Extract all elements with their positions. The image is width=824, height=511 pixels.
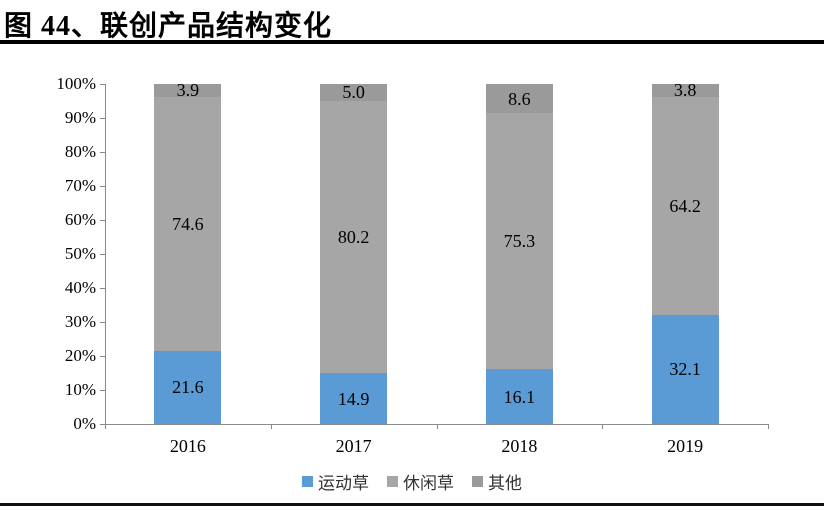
x-axis-category-label: 2018: [501, 436, 538, 456]
title-underline-rule: [0, 40, 824, 44]
y-axis-tick-label: 100%: [56, 74, 96, 93]
bar-segment-休闲草: 74.6: [154, 96, 222, 351]
y-axis-tick-label: 30%: [64, 312, 96, 331]
legend-swatch-icon: [387, 475, 398, 487]
bar-value-label: 80.2: [337, 226, 370, 247]
y-axis-tick-label: 60%: [64, 210, 96, 229]
bar-segment-休闲草: 80.2: [320, 100, 388, 374]
bar-value-label: 74.6: [172, 213, 204, 234]
legend-item-运动草: 运动草: [302, 469, 369, 494]
legend-label: 其他: [488, 473, 522, 493]
bar-value-label: 21.6: [172, 377, 204, 398]
y-axis-tick-label: 80%: [64, 142, 96, 161]
bar-segment-休闲草: 64.2: [651, 96, 719, 315]
y-axis-tick-mark: [100, 356, 105, 357]
y-axis-tick-label: 50%: [64, 244, 96, 263]
x-axis-tick-mark: [105, 424, 106, 429]
y-axis-line: [105, 84, 106, 425]
x-axis-tick-mark: [768, 424, 769, 429]
x-axis-category-label: 2019: [667, 436, 704, 456]
legend-swatch-icon: [472, 475, 483, 487]
bar-segment-运动草: 21.6: [154, 350, 222, 424]
bottom-border-rule: [0, 503, 824, 506]
bar-value-label: 3.9: [176, 80, 200, 101]
y-axis-tick-mark: [100, 322, 105, 323]
legend-label: 休闲草: [403, 473, 454, 493]
y-axis-tick-mark: [100, 186, 105, 187]
y-axis-tick-label: 10%: [64, 380, 96, 399]
y-axis-tick-mark: [100, 254, 105, 255]
x-axis-line: [105, 424, 769, 425]
x-axis-category-label: 2017: [335, 436, 372, 456]
bar-segment-其他: 3.9: [154, 80, 222, 101]
bar-segment-运动草: 14.9: [320, 373, 388, 424]
bar-value-label: 14.9: [337, 388, 370, 409]
bar-segment-其他: 3.8: [651, 80, 719, 101]
bar-segment-其他: 8.6: [485, 84, 553, 114]
y-axis-tick-mark: [100, 152, 105, 153]
legend-item-休闲草: 休闲草: [387, 469, 454, 494]
bar-segment-休闲草: 75.3: [485, 113, 553, 370]
bar-value-label: 5.0: [342, 82, 365, 103]
bar-segment-运动草: 16.1: [485, 369, 553, 424]
x-axis-tick-mark: [602, 424, 604, 429]
x-axis-tick-mark: [270, 424, 272, 429]
y-axis-tick-label: 70%: [64, 176, 96, 195]
y-axis-tick-mark: [100, 118, 105, 119]
y-axis-tick-label: 90%: [64, 108, 96, 127]
bar-value-label: 64.2: [669, 195, 701, 216]
y-axis-tick-label: 20%: [64, 346, 96, 365]
bar-value-label: 8.6: [508, 88, 531, 109]
legend-item-其他: 其他: [472, 469, 522, 494]
y-axis-tick-mark: [100, 390, 105, 391]
bar-segment-其他: 5.0: [320, 82, 388, 103]
legend-label: 运动草: [318, 473, 369, 493]
bar-value-label: 75.3: [503, 231, 536, 252]
y-axis-tick-mark: [100, 220, 105, 221]
figure-title: 图 44、联创产品结构变化: [4, 11, 333, 42]
chart-legend: 运动草 休闲草 其他: [0, 469, 824, 493]
y-axis-tick-label: 40%: [64, 278, 96, 297]
bar-value-label: 32.1: [669, 359, 701, 380]
bar-value-label: 16.1: [503, 386, 536, 407]
bar-value-label: 3.8: [673, 80, 697, 101]
x-axis-category-label: 2016: [169, 436, 206, 456]
legend-swatch-icon: [302, 475, 313, 487]
x-axis-tick-mark: [436, 424, 438, 429]
y-axis-tick-label: 0%: [73, 414, 96, 433]
bar-segment-运动草: 32.1: [651, 314, 719, 424]
y-axis-tick-mark: [100, 84, 105, 85]
y-axis-tick-mark: [100, 288, 105, 289]
y-axis-tick-mark: [100, 424, 105, 425]
